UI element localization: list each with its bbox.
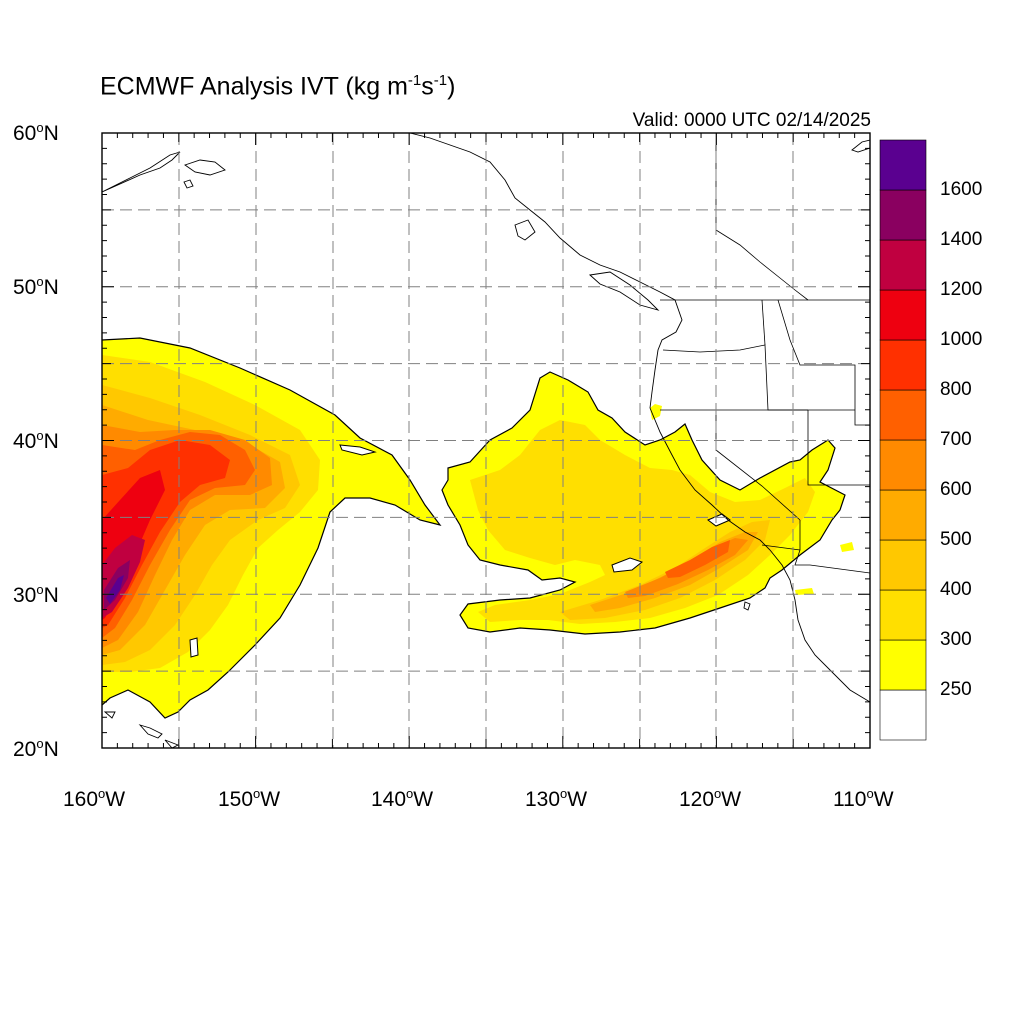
colorbar-box — [879, 589, 927, 641]
colorbar-box — [879, 289, 927, 341]
colorbar-box — [879, 689, 927, 741]
colorbar — [879, 139, 927, 741]
colorbar-box — [879, 189, 927, 241]
colorbar-label-250: 250 — [940, 679, 972, 700]
lat-label-40n: 40oN — [13, 428, 59, 453]
colorbar-box — [879, 239, 927, 291]
map-title: ECMWF Analysis IVT (kg m-1s-1) — [100, 72, 455, 101]
valid-time: Valid: 0000 UTC 02/14/2025 — [632, 110, 871, 131]
lat-label-30n: 30oN — [13, 582, 59, 607]
colorbar-box — [879, 439, 927, 491]
lon-label-120w: 120oW — [679, 786, 742, 811]
colorbar-label-1200: 1200 — [940, 279, 983, 300]
colorbar-label-700: 700 — [940, 429, 972, 450]
lon-label-130w: 130oW — [525, 786, 588, 811]
lon-label-140w: 140oW — [371, 786, 434, 811]
title-exponent-1: -1 — [407, 72, 422, 89]
colorbar-label-500: 500 — [940, 529, 972, 550]
colorbar-box — [879, 339, 927, 391]
colorbar-label-1000: 1000 — [940, 329, 983, 350]
colorbar-label-1600: 1600 — [940, 179, 983, 200]
colorbar-label-400: 400 — [940, 579, 972, 600]
lon-label-160w: 160oW — [63, 786, 126, 811]
tick-marks — [101, 132, 871, 749]
colorbar-label-800: 800 — [940, 379, 972, 400]
colorbar-box — [879, 539, 927, 591]
ivt-shading-west-plume — [102, 337, 442, 719]
colorbar-box — [879, 489, 927, 541]
lon-label-110w: 110oW — [833, 786, 894, 811]
title-text-s: s — [421, 72, 434, 101]
lat-label-60n: 60oN — [13, 120, 59, 145]
lon-label-150w: 150oW — [218, 786, 281, 811]
colorbar-label-600: 600 — [940, 479, 972, 500]
colorbar-label-300: 300 — [940, 629, 972, 650]
lat-label-50n: 50oN — [13, 274, 59, 299]
title-text: ECMWF Analysis IVT (kg m — [100, 72, 408, 101]
colorbar-box — [879, 639, 927, 691]
colorbar-box — [879, 139, 927, 191]
colorbar-label-1400: 1400 — [940, 229, 983, 250]
ivt-shading-east-river — [441, 371, 854, 635]
title-close: ) — [447, 72, 456, 101]
graticule — [102, 133, 870, 748]
lat-label-20n: 20oN — [13, 736, 59, 761]
title-exponent-2: -1 — [433, 72, 448, 89]
colorbar-box — [879, 389, 927, 441]
